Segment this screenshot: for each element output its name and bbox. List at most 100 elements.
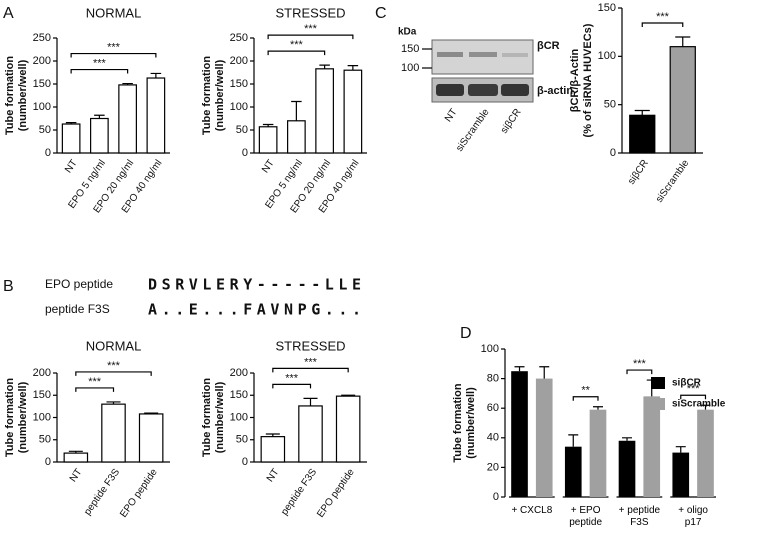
x-tick-label: + CXCL8 xyxy=(511,505,553,516)
residue: S xyxy=(162,276,171,294)
x-tick-label: NT xyxy=(68,467,85,484)
residue: . xyxy=(162,301,171,319)
x-tick-label-box: + peptide F3S xyxy=(619,505,660,528)
y-tick-label: 0 xyxy=(493,491,499,503)
residue: E xyxy=(216,276,225,294)
significance-bracket xyxy=(680,394,707,400)
panel-letter: C xyxy=(375,5,387,22)
bar xyxy=(564,446,582,497)
x-tick-label: EPO peptide xyxy=(315,467,357,520)
blot: kDa 150 100 βCR β-actin NT siScramble si… xyxy=(398,27,573,154)
error-bar xyxy=(291,100,302,121)
error-bar xyxy=(106,401,121,405)
y-axis-label: (number/well) xyxy=(17,59,29,131)
bar xyxy=(511,371,528,497)
x-tick-label-box: + CXCL8 xyxy=(511,505,553,516)
bar xyxy=(146,77,166,154)
y-tick-label: 60 xyxy=(487,402,499,414)
y-tick-label: 0 xyxy=(610,147,616,159)
significance-bracket xyxy=(70,52,157,58)
legend-label: siScramble xyxy=(672,399,726,410)
error-bar xyxy=(539,366,550,379)
error-bar xyxy=(319,64,330,69)
significance-bracket xyxy=(572,396,599,401)
error-bar xyxy=(675,36,691,47)
bar xyxy=(672,452,690,497)
significance-bracket xyxy=(626,369,653,375)
significance-label: *** xyxy=(285,372,299,384)
y-axis-label: βCR/β-Actin xyxy=(569,48,581,112)
residue: L xyxy=(202,276,211,294)
x-tick-label: peptide F3S xyxy=(279,467,319,518)
y-tick-label: 200 xyxy=(33,367,51,379)
residue: R xyxy=(175,276,185,294)
bar xyxy=(260,436,286,463)
significance-bracket xyxy=(75,371,152,376)
x-tick-label: EPO peptide xyxy=(118,467,160,520)
significance-bracket xyxy=(272,383,312,389)
y-tick-label: 50 xyxy=(39,434,51,446)
blot-unit: kDa xyxy=(398,27,417,38)
bar xyxy=(63,452,89,463)
residue: - xyxy=(270,276,279,294)
panel-letter: A xyxy=(3,5,14,22)
error-bar xyxy=(646,379,657,397)
residue: . xyxy=(175,301,184,319)
blot-marker: 150 xyxy=(401,43,419,55)
legend-swatch xyxy=(651,377,665,389)
y-tick-label: 150 xyxy=(598,2,616,14)
y-tick-label: 0 xyxy=(242,456,248,468)
residue: V xyxy=(189,276,198,294)
residue: V xyxy=(270,301,279,319)
y-tick-label: 150 xyxy=(230,389,248,401)
residue: - xyxy=(298,276,307,294)
x-tick-label: siScramble xyxy=(654,158,692,205)
residue: . xyxy=(325,301,334,319)
residue: N xyxy=(284,301,293,319)
x-tick-label: siβCR xyxy=(626,158,651,187)
x-tick-label: + EPO peptide xyxy=(569,505,603,528)
y-tick-label: 0 xyxy=(45,456,51,468)
x-tick-label: NT xyxy=(260,158,277,175)
bar xyxy=(697,409,714,497)
significance-bracket xyxy=(267,34,354,40)
residue: E xyxy=(352,276,361,294)
y-tick-label: 200 xyxy=(230,367,248,379)
error-bar xyxy=(65,122,77,125)
bar xyxy=(343,69,363,154)
y-tick-label: 0 xyxy=(242,147,248,159)
bar xyxy=(138,413,164,463)
error-bar xyxy=(592,406,603,410)
bar xyxy=(118,84,137,154)
significance-bracket xyxy=(75,387,115,392)
residue: . xyxy=(202,301,211,319)
error-bar xyxy=(568,434,579,447)
blot-marker: 100 xyxy=(401,62,419,74)
significance-label: *** xyxy=(656,11,670,23)
y-tick-label: 100 xyxy=(481,343,499,355)
y-axis-label: Tube formation xyxy=(4,56,16,136)
chart-title: STRESSED xyxy=(275,5,345,20)
bar xyxy=(287,120,306,154)
y-tick-label: 40 xyxy=(487,432,499,444)
legend-swatch xyxy=(651,398,665,410)
bar xyxy=(643,396,661,497)
error-bar xyxy=(675,446,686,453)
x-tick-label: peptide F3S xyxy=(82,467,122,518)
y-axis-label: Tube formation xyxy=(452,383,464,463)
y-axis-label: (number/well) xyxy=(214,381,226,453)
error-bar xyxy=(341,394,356,397)
error-bar xyxy=(303,397,318,406)
panel-letter: B xyxy=(3,278,14,295)
significance-bracket xyxy=(267,50,326,56)
bar xyxy=(629,114,656,154)
blot-band xyxy=(468,84,498,96)
residue: . xyxy=(216,301,225,319)
y-tick-label: 150 xyxy=(33,78,51,90)
bar xyxy=(258,126,278,154)
y-tick-label: 50 xyxy=(236,434,248,446)
chart-title: NORMAL xyxy=(86,5,142,20)
error-bar xyxy=(514,366,525,372)
y-tick-label: 200 xyxy=(230,55,248,67)
residue: - xyxy=(311,276,320,294)
